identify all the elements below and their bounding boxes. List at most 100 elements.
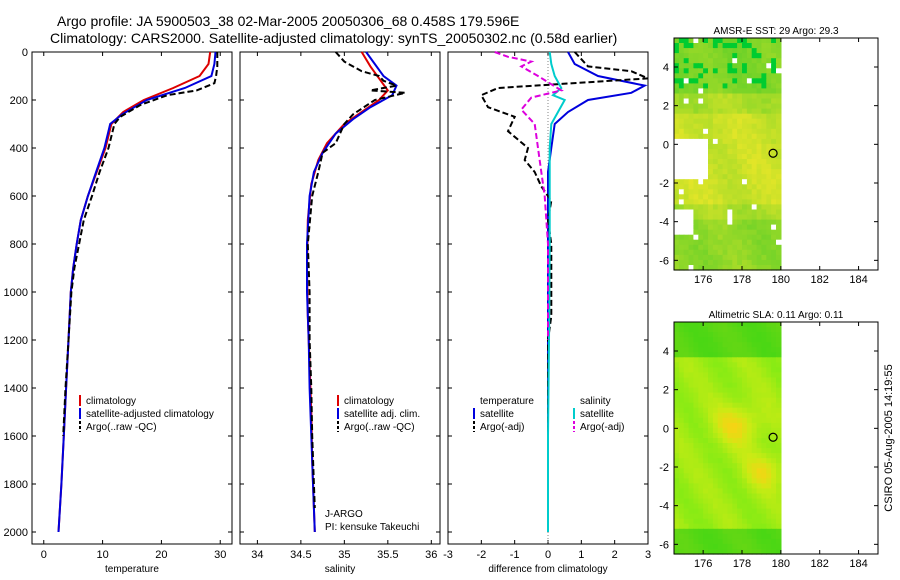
map-cell [771,549,777,555]
map-cell [732,523,738,530]
map-cell [688,518,695,525]
map-cell [746,179,753,185]
map-cell [674,397,680,404]
map-cell [698,98,704,105]
map-cell [717,154,724,160]
map-cell [717,367,724,373]
map-cell [688,327,695,333]
map-cell [683,357,690,363]
map-cell [742,392,748,399]
map-cell [746,533,753,540]
map-cell [698,259,704,266]
map-cell [674,184,680,190]
map-cell [732,229,738,236]
map-cell [678,518,685,525]
map-cell [751,93,758,100]
map-cell [771,332,777,338]
map-cell [683,362,690,368]
legend-item-label: Argo(-adj) [580,422,624,433]
map-cell [742,259,748,266]
map-cell [703,488,709,494]
map-cell [751,387,758,394]
map-cell [776,392,782,399]
map-cell [717,518,724,525]
map-cell [678,194,685,200]
map-cell [688,468,695,474]
map-cell [732,427,738,434]
map-cell [712,463,719,469]
legend-item-label: Argo(..raw -QC) [344,422,415,433]
map-cell [722,387,729,394]
map-cell [698,377,704,384]
map-cell [766,38,772,44]
map-cell [756,549,763,555]
x-tick-label: 36 [425,549,437,561]
map-cell [756,347,763,353]
map-cell [703,179,709,185]
y-tick-label: 4 [663,62,669,74]
map-cell [722,123,729,130]
map-cell [717,108,724,115]
map-cell [693,199,699,205]
map-cell [756,407,763,414]
map-cell [693,407,699,414]
map-cell [703,342,709,348]
map-cell [771,73,777,79]
map-cell [722,438,729,444]
map-cell [678,327,685,333]
map-cell [703,372,709,378]
map-cell [674,493,680,500]
map-cell [708,493,714,500]
map-cell [766,463,772,469]
map-cell [727,488,733,494]
map-cell [742,63,748,69]
map-cell [674,488,680,494]
x-tick-label: 10 [96,549,108,561]
legend-title: temperature [480,396,534,407]
map-cell [688,93,695,100]
map-cell [732,224,738,231]
map-cell [708,549,714,555]
map-cell [712,433,719,439]
map-cell [776,229,782,236]
map-cell [756,382,763,389]
map-cell [732,347,738,353]
map-cell [703,473,709,479]
map-cell [737,138,743,145]
map-cell [766,113,772,120]
map-cell [693,48,699,54]
map-cell [742,433,748,439]
map-cell [742,159,748,165]
map-cell [688,184,695,190]
y-tick-label: 600 [10,191,28,203]
map-cell [737,244,743,251]
map-cell [674,73,680,79]
map-cell [727,249,733,256]
map-cell [742,93,748,100]
map-cell [766,493,772,500]
map-cell [674,392,680,399]
map-cell [751,523,758,530]
map-cell [717,473,724,479]
map-cell [717,402,724,409]
map-cell [766,438,772,444]
map-cell [722,498,729,505]
map-cell [766,229,772,236]
map-cell [722,468,729,474]
map-cell [746,427,753,434]
map-cell [771,88,777,94]
map-cell [771,249,777,256]
map-cell [712,402,719,409]
map-cell [766,458,772,464]
map-cell [737,143,743,150]
map-cell [771,224,777,231]
map-cell [708,468,714,474]
map-cell [717,48,724,54]
map-cell [717,98,724,105]
map-cell [751,362,758,368]
map-cell [674,265,680,271]
map-cell [698,88,704,94]
map-cell [746,417,753,424]
map-cell [703,523,709,530]
x-axis-label: difference from climatology [488,564,607,575]
